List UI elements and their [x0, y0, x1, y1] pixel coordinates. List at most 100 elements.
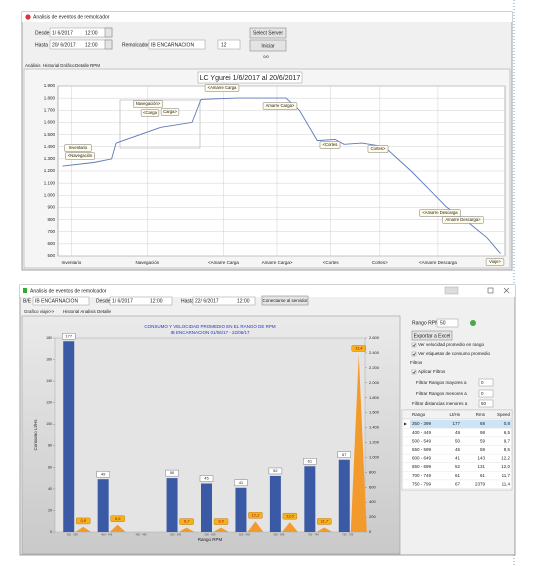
number-input[interactable]: [478, 378, 494, 387]
checkbox[interactable]: [411, 369, 417, 375]
y-tick-label: 800: [47, 217, 55, 222]
annotation-box: [160, 108, 180, 116]
label: Hasta: [35, 42, 48, 48]
number-input[interactable]: [217, 39, 241, 50]
number-input[interactable]: [478, 399, 494, 408]
data-label: 52: [273, 468, 278, 473]
speed-label-text: 12,2: [252, 512, 261, 517]
select[interactable]: [148, 39, 206, 50]
y2-tick-label: 800: [369, 469, 376, 474]
table-cell: 6,5: [504, 430, 511, 435]
table-cell: 131: [477, 464, 485, 469]
selection-box: [119, 99, 201, 149]
table-cell: 12,2: [501, 456, 510, 461]
checkbox[interactable]: [411, 351, 417, 357]
annotation: <Carga: [143, 110, 158, 115]
x-tick-label: 450 - 499: [136, 533, 148, 537]
annotation-box: [419, 209, 461, 217]
time: 12:00: [237, 298, 250, 304]
x-tick-label: 600 - 649: [239, 533, 251, 537]
table-cell: 9,5: [504, 447, 511, 452]
tab[interactable]: Historial Analisis Detalle: [63, 309, 112, 314]
checkbox[interactable]: [411, 342, 417, 348]
speed-label-text: 6,5: [115, 516, 121, 521]
button[interactable]: [261, 295, 309, 306]
column-header: Rango: [412, 412, 426, 417]
data-label: 41: [239, 480, 244, 485]
speed-label: [248, 512, 263, 519]
y2-tick-label: 2.200: [369, 365, 380, 370]
speed-label-text: 9,7: [184, 519, 190, 524]
select[interactable]: [32, 296, 90, 306]
speed-label-text: 9,5: [218, 519, 224, 524]
x-tick-label: Cortes>: [372, 260, 388, 265]
close-button[interactable]: [503, 287, 510, 294]
y2-tick-label: 1.800: [369, 395, 380, 400]
tab[interactable]: Grafico viaje>>: [24, 309, 55, 314]
button[interactable]: [249, 27, 287, 39]
bar: [338, 459, 350, 532]
annotation-box: [133, 100, 163, 108]
row-pointer: [404, 422, 407, 426]
tab[interactable]: Análisis: [25, 63, 41, 68]
tab[interactable]: Detalle: [75, 63, 90, 68]
annotation-box: [140, 109, 160, 117]
dropdown[interactable]: [104, 39, 113, 50]
data-label: 177: [65, 333, 72, 338]
label: Filtrar distancias menores a: [412, 401, 468, 406]
y-tick-label: 100: [46, 422, 52, 426]
annotation-box: [64, 144, 92, 152]
button[interactable]: [411, 330, 453, 341]
y-tick-label: 900: [47, 205, 55, 210]
annotation: <Cortes: [323, 142, 338, 147]
x-tick-label: Navegación: [136, 260, 160, 265]
y-tick-label: 1.600: [44, 120, 56, 125]
minimize-button[interactable]: [444, 286, 459, 295]
speed-label: [213, 518, 229, 525]
label: Remolcador: [122, 42, 149, 48]
title-bar: [22, 12, 512, 22]
tab[interactable]: Historial: [43, 63, 59, 68]
x-tick-label: 550 - 599: [205, 533, 217, 537]
button[interactable]: [249, 39, 287, 52]
y-tick-label: 1.300: [44, 156, 56, 161]
line-chart: 500 600 700 800 900 1.000 1.100 1.200 1.300 1.400…: [44, 83, 505, 266]
y2-tick-label: 1.200: [369, 440, 380, 445]
y2-tick-label: 600: [369, 484, 376, 489]
time: 12:00: [85, 42, 98, 48]
speed-label: [76, 517, 91, 525]
data-label: 45: [204, 476, 209, 481]
date: 1/ 6/2017: [52, 30, 73, 36]
date-input[interactable]: [109, 296, 173, 306]
tab[interactable]: RPM: [90, 63, 100, 68]
data-line: [62, 97, 501, 254]
number: 0: [481, 380, 484, 385]
refresh-icon[interactable]: [470, 320, 476, 326]
y2-tick-label: 1.000: [369, 454, 380, 459]
data-label: 49: [101, 471, 106, 476]
dropdown[interactable]: [104, 27, 113, 38]
date-input[interactable]: [192, 296, 256, 306]
speed-label: [351, 345, 366, 352]
date: 20/ 6/2017: [52, 42, 76, 48]
select-value: IB ENCARNACION: [151, 42, 194, 48]
number-input[interactable]: [478, 389, 494, 398]
maximize-button[interactable]: [487, 287, 494, 294]
table-cell: 68: [480, 421, 486, 426]
selected-row: [410, 420, 512, 428]
number: 12: [221, 42, 227, 48]
counter: 0/0: [263, 54, 269, 59]
data-label-box: [234, 479, 248, 487]
x-tick-label: <Amarre Descarga: [419, 260, 457, 265]
bar: [304, 466, 316, 532]
number-input[interactable]: [436, 318, 459, 328]
group-label: Filtros: [410, 360, 423, 365]
label: Desde: [96, 298, 111, 304]
x-tick-label: 700 - 749: [308, 533, 320, 537]
annotation: Carga>: [163, 109, 177, 114]
tab[interactable]: Gráfico: [60, 63, 75, 68]
annotation: Amarre Descarga>: [445, 217, 481, 222]
table-cell: 350 - 399: [412, 421, 432, 426]
y2-tick-label: 1.600: [369, 410, 380, 415]
